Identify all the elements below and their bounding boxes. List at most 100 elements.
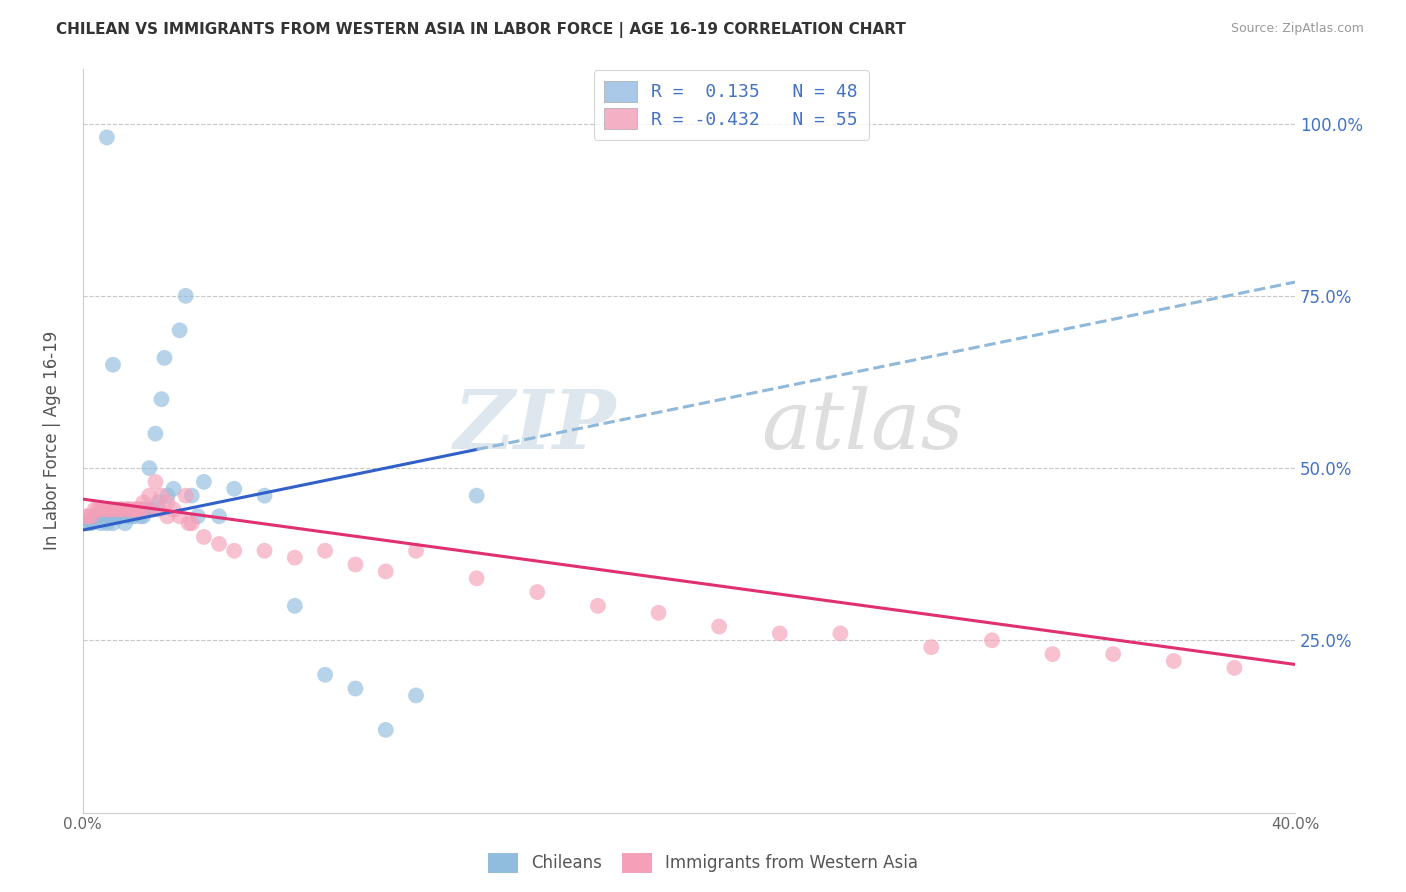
Point: [405, 543, 427, 558]
Point: [127, 502, 149, 516]
Point: [707, 619, 730, 633]
Point: [108, 509, 131, 524]
Point: [120, 509, 142, 524]
Point: [193, 530, 215, 544]
Point: [104, 509, 127, 524]
Point: [83, 502, 105, 516]
Text: ZIP: ZIP: [454, 385, 616, 466]
Point: [129, 509, 152, 524]
Point: [111, 502, 134, 516]
Point: [114, 516, 136, 531]
Point: [98, 509, 121, 524]
Point: [314, 667, 336, 681]
Point: [117, 509, 139, 524]
Point: [148, 502, 170, 516]
Point: [314, 543, 336, 558]
Point: [169, 509, 191, 524]
Point: [111, 502, 134, 516]
Point: [83, 509, 105, 524]
Point: [1163, 654, 1185, 668]
Point: [405, 689, 427, 703]
Point: [344, 558, 367, 572]
Point: [93, 509, 115, 524]
Point: [108, 502, 131, 516]
Point: [156, 495, 179, 509]
Point: [830, 626, 852, 640]
Point: [586, 599, 609, 613]
Point: [87, 509, 110, 524]
Point: [122, 502, 145, 516]
Point: [145, 475, 167, 489]
Point: [465, 489, 488, 503]
Point: [127, 502, 149, 516]
Point: [1223, 661, 1246, 675]
Point: [374, 723, 396, 737]
Point: [135, 502, 157, 516]
Point: [132, 502, 155, 516]
Point: [75, 516, 97, 531]
Point: [132, 495, 155, 509]
Point: [145, 426, 167, 441]
Point: [114, 502, 136, 516]
Point: [150, 392, 173, 407]
Point: [127, 502, 149, 516]
Point: [80, 516, 103, 531]
Point: [117, 502, 139, 516]
Point: [122, 509, 145, 524]
Point: [77, 516, 100, 531]
Point: [75, 509, 97, 524]
Text: Source: ZipAtlas.com: Source: ZipAtlas.com: [1230, 22, 1364, 36]
Point: [138, 461, 160, 475]
Point: [374, 565, 396, 579]
Text: CHILEAN VS IMMIGRANTS FROM WESTERN ASIA IN LABOR FORCE | AGE 16-19 CORRELATION C: CHILEAN VS IMMIGRANTS FROM WESTERN ASIA …: [56, 22, 905, 38]
Point: [174, 489, 197, 503]
Point: [138, 489, 160, 503]
Point: [141, 502, 163, 516]
Point: [153, 351, 176, 365]
Point: [284, 550, 307, 565]
Legend: Chileans, Immigrants from Western Asia: Chileans, Immigrants from Western Asia: [481, 847, 925, 880]
Point: [224, 482, 246, 496]
Point: [180, 516, 202, 531]
Point: [96, 502, 118, 516]
Legend: R =  0.135   N = 48, R = -0.432   N = 55: R = 0.135 N = 48, R = -0.432 N = 55: [593, 70, 869, 140]
Point: [104, 502, 127, 516]
Y-axis label: In Labor Force | Age 16-19: In Labor Force | Age 16-19: [44, 331, 60, 550]
Point: [169, 323, 191, 337]
Point: [96, 130, 118, 145]
Point: [156, 489, 179, 503]
Point: [101, 502, 124, 516]
Point: [253, 543, 276, 558]
Point: [174, 289, 197, 303]
Point: [96, 516, 118, 531]
Point: [180, 489, 202, 503]
Point: [98, 502, 121, 516]
Point: [138, 502, 160, 516]
Point: [769, 626, 792, 640]
Point: [284, 599, 307, 613]
Point: [1102, 647, 1125, 661]
Point: [162, 482, 184, 496]
Point: [1042, 647, 1064, 661]
Point: [80, 509, 103, 524]
Point: [101, 358, 124, 372]
Point: [90, 502, 112, 516]
Point: [77, 509, 100, 524]
Point: [148, 495, 170, 509]
Point: [920, 640, 942, 655]
Point: [344, 681, 367, 696]
Point: [526, 585, 548, 599]
Point: [156, 509, 179, 524]
Point: [187, 509, 209, 524]
Point: [177, 516, 200, 531]
Point: [208, 537, 231, 551]
Point: [208, 509, 231, 524]
Point: [117, 502, 139, 516]
Text: atlas: atlas: [762, 385, 965, 466]
Point: [647, 606, 669, 620]
Point: [253, 489, 276, 503]
Point: [980, 633, 1002, 648]
Point: [93, 502, 115, 516]
Point: [129, 502, 152, 516]
Point: [162, 502, 184, 516]
